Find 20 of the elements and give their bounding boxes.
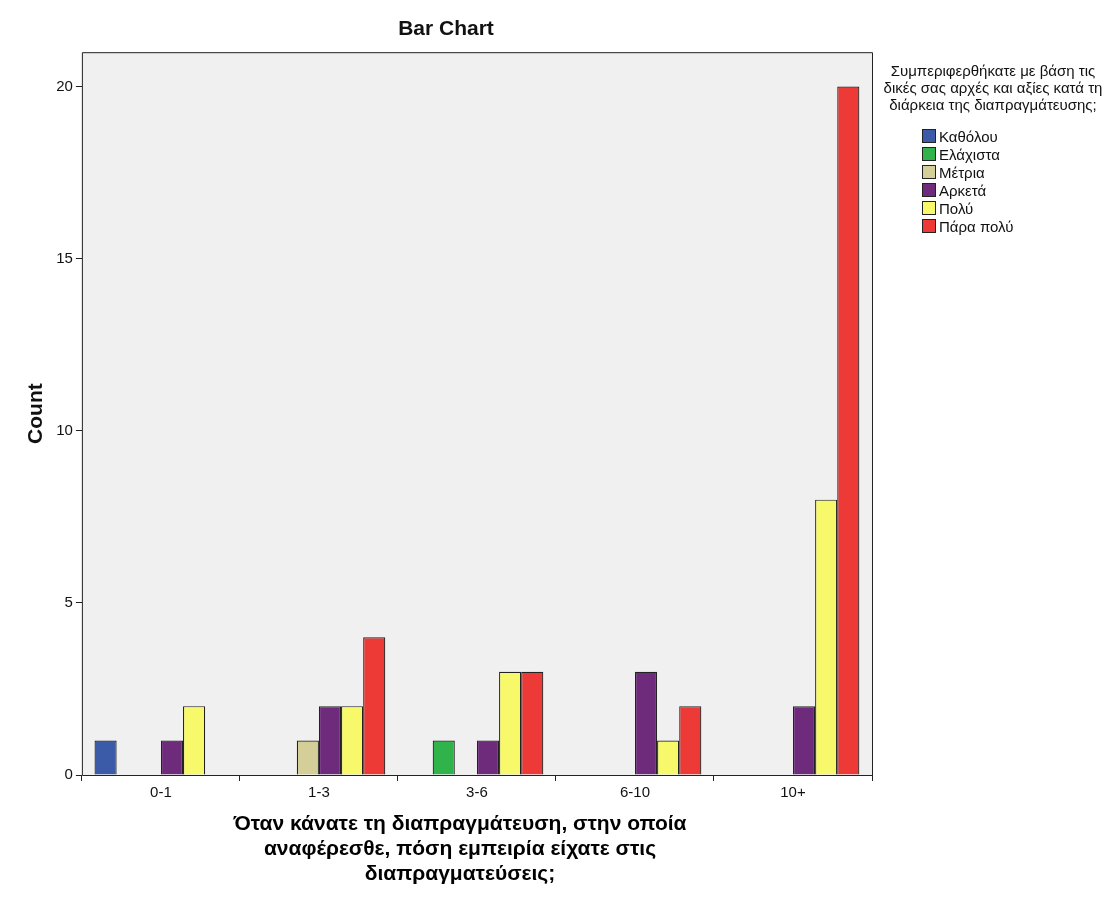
x-tick-label: 3-6 [466,783,488,801]
x-tick-label: 10+ [780,783,806,801]
x-tick-label: 6-10 [619,783,650,801]
y-tick-label: 10 [56,420,73,438]
legend-label: Ελάχιστα [939,145,1000,163]
legend-label: Πολύ [939,199,974,217]
y-axis-title: Count [23,383,47,444]
y-tick-label: 0 [64,765,73,783]
legend-label: Καθόλου [939,127,998,145]
y-tick-label: 20 [56,76,73,94]
legend-label: Πάρα πολύ [939,217,1014,235]
legend-title: Συμπεριφερθήκατε με βάση τις δικές σας αρχές και αξίες κατά τη διάρκεια της διαπραγμάτευσης; [882,62,1104,113]
legend-label: Μέτρια [939,163,985,181]
x-axis-title: Όταν κάνατε τη διαπραγμάτευση, στην οποία αναφέρεσθε, πόση εμπειρία είχατε στις διαπραγματεύσεις; [232,810,688,885]
x-tick-label: 0-1 [150,783,172,801]
y-tick-label: 15 [56,248,73,266]
x-tick-label: 1-3 [308,783,330,801]
legend-label: Αρκετά [939,181,987,199]
chart-title: Bar Chart [398,16,494,40]
y-tick-label: 5 [64,593,73,611]
